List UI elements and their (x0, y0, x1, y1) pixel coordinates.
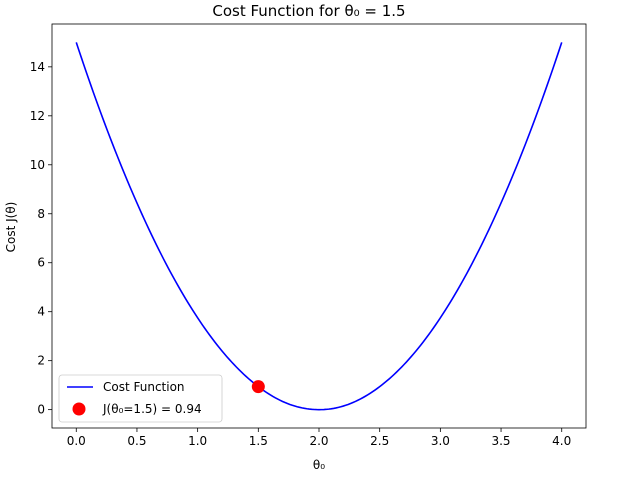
y-tick-label: 12 (30, 109, 45, 123)
y-tick-label: 8 (37, 207, 45, 221)
plot-frame (51, 23, 587, 429)
x-tick-label: 3.0 (431, 434, 450, 448)
x-tick-label: 2.5 (370, 434, 389, 448)
y-tick-label: 14 (30, 60, 45, 74)
y-tick-label: 6 (37, 256, 45, 270)
y-tick-label: 10 (30, 158, 45, 172)
x-tick-label: 0.5 (127, 434, 146, 448)
series-line-cost-function (75, 42, 563, 411)
plot-area (51, 23, 587, 429)
y-tick-label: 4 (37, 305, 45, 319)
legend-label-point: J(θ₀=1.5) = 0.94 (102, 402, 202, 416)
x-tick-label: 1.0 (188, 434, 207, 448)
legend-label-cost-function: Cost Function (103, 380, 185, 394)
legend-box (58, 374, 223, 423)
legend-point-swatch (72, 402, 86, 416)
chart-title: Cost Function for θ₀ = 1.5 (212, 2, 405, 20)
y-tick-label: 0 (37, 403, 45, 417)
y-axis-label: Cost J(θ) (4, 202, 18, 253)
x-tick-label: 0.0 (67, 434, 86, 448)
x-tick-label: 4.0 (552, 434, 571, 448)
legend: Cost Function J(θ₀=1.5) = 0.94 (58, 374, 223, 423)
x-tick-label: 2.0 (309, 434, 328, 448)
axis-ticks: 0.0 0.5 1.0 1.5 2.0 2.5 3.0 3.5 4.0 0 2 4 6 8 10 12 14 (30, 60, 572, 448)
x-axis-label: θ₀ (313, 458, 325, 472)
x-tick-label: 1.5 (249, 434, 268, 448)
y-tick-label: 2 (37, 354, 45, 368)
x-tick-label: 3.5 (491, 434, 510, 448)
highlight-point (251, 380, 265, 394)
